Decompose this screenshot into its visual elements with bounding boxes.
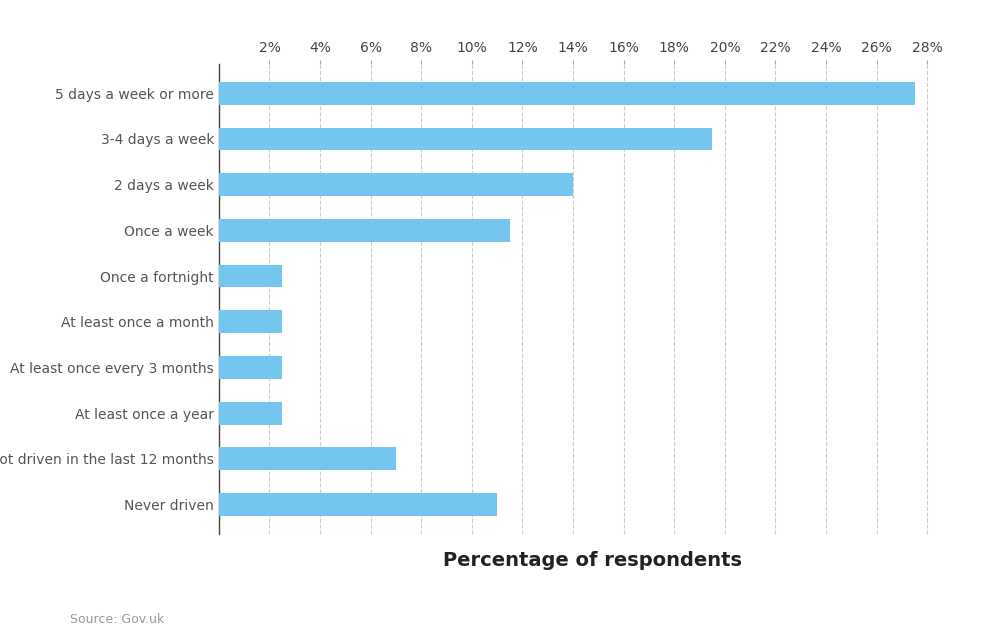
Bar	[219, 402, 282, 425]
Text: Source: Gov.uk: Source: Gov.uk	[70, 614, 164, 626]
Bar	[219, 310, 282, 333]
Bar	[219, 173, 573, 196]
Bar	[219, 493, 497, 516]
Bar	[219, 82, 913, 105]
Bar	[219, 128, 712, 151]
Bar	[219, 265, 282, 287]
X-axis label: Percentage of respondents: Percentage of respondents	[442, 551, 741, 570]
Bar	[219, 219, 509, 242]
Bar	[219, 356, 282, 379]
Bar	[219, 447, 396, 470]
